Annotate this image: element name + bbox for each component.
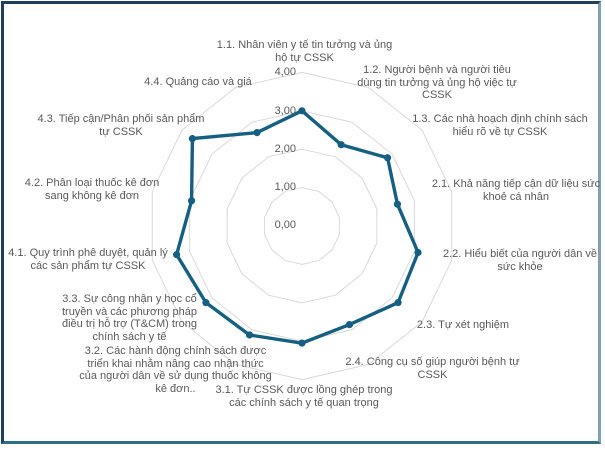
data-point-marker (188, 135, 197, 143)
axis-label-2-3: 2.3. Tự xét nghiệm (416, 319, 510, 331)
tick-label-4: 4,00 (274, 66, 296, 78)
data-point-marker (253, 128, 261, 137)
axis-label-1-1: 1.1. Nhân viên y tế tin tưởng và ủng hộ … (216, 39, 393, 64)
axis-label-2-2: 2.2. Hiểu biết của người dân về sức khỏe (442, 248, 597, 273)
axis-label-4-1: 4.1. Quy trình phê duyệt, quản lý các sả… (8, 247, 168, 272)
axis-label-4-2: 4.2. Phân loại thuốc kê đơn sang không k… (24, 177, 160, 202)
axis-label-4-4: 4.4. Quảng cáo và giá (144, 76, 252, 88)
tick-label-2: 2,00 (274, 143, 296, 155)
chart-panel-border (1, 1, 601, 444)
data-point-marker (393, 200, 402, 208)
data-point-marker (187, 197, 196, 205)
axis-label-3-1: 3.1. Tự CSSK được lồng ghép trong các ch… (215, 384, 393, 409)
axis-label-3-2: 3.2. Các hành động chính sách được triển… (79, 345, 272, 395)
axis-label-1-3: 1.3. Các nhà hoạch định chính sách hiểu … (412, 113, 588, 138)
tick-label-0: 0,00 (274, 219, 296, 231)
axis-label-1-2: 1.2. Người bệnh và người tiêu dùng tin t… (357, 64, 517, 101)
data-point-marker (202, 299, 210, 307)
data-point-marker (298, 107, 306, 115)
data-point-marker (298, 339, 306, 347)
axis-label-3-3: 3.3. Sự công nhận y học cổ truyền và các… (61, 293, 198, 343)
grid-ring-2 (226, 148, 378, 304)
data-point-marker (414, 248, 422, 257)
grid-ring-1 (264, 187, 340, 265)
grid-ring-4 (151, 71, 453, 381)
axis-label-2-1: 2.1. Khả năng tiếp cận dữ liệu sức khoẻ … (431, 178, 601, 203)
data-point-marker (383, 154, 392, 162)
axis-label-2-4: 2.4. Công cụ số giúp người bệnh tự CSSK (345, 356, 520, 381)
data-point-marker (394, 299, 402, 307)
tick-label-3: 3,00 (274, 105, 296, 117)
data-point-marker (345, 321, 354, 329)
grid-ring-3 (189, 110, 415, 342)
axis-label-4-3: 4.3. Tiếp cận/Phân phối sản phẩm tự CSSK (37, 113, 205, 138)
tick-label-1: 1,00 (274, 181, 296, 193)
data-point-marker (245, 331, 254, 339)
data-point-marker (337, 141, 345, 149)
data-point-marker (172, 251, 181, 259)
